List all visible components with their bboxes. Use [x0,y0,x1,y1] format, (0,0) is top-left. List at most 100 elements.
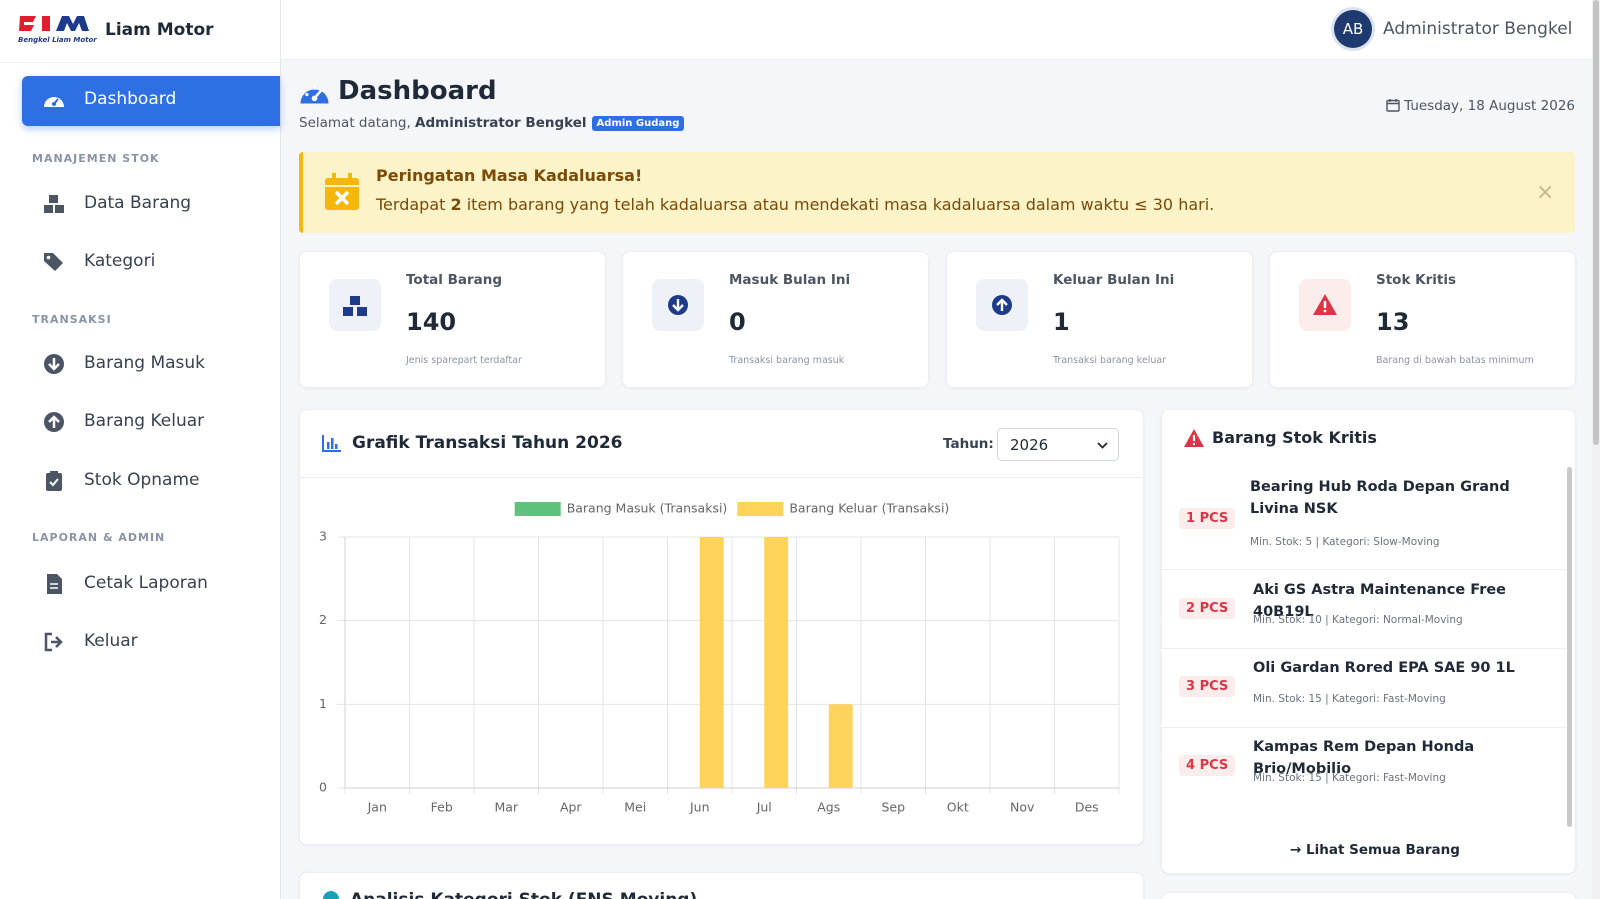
alert-title: Peringatan Masa Kadaluarsa! [376,166,643,185]
stat-glyph [1313,294,1337,315]
x-tick-label: Feb [431,800,453,815]
chart-title: Grafik Transaksi Tahun 2026 [352,433,623,453]
critical-meta: Min. Stok: 15 | Kategori: Fast-Moving [1253,772,1446,784]
pie-icon [323,891,339,899]
stat-icon [976,279,1028,331]
brand: Liam Motor [105,20,214,40]
bottom-card-right [1161,892,1576,899]
nav-icon [44,412,64,432]
critical-meta: Min. Stok: 10 | Kategori: Normal-Moving [1253,614,1463,626]
stat-glyph [343,296,367,316]
nav-item[interactable]: Stok Opname [84,470,200,490]
critical-name: Aki GS Astra Maintenance Free 40B19L [1253,582,1507,620]
view-all-text: Lihat Semua Barang [1306,842,1460,858]
nav-icon [44,195,64,213]
stat-note: Jenis sparepart terdaftar [406,355,522,366]
critical-qty: 4 PCS [1179,755,1236,776]
logo-text: Bengkel Liam Motor [18,36,97,44]
date: Tuesday, 18 August 2026 [1386,98,1575,114]
nav-item[interactable]: Barang Masuk [84,353,206,373]
stat-note: Transaksi barang keluar [1053,355,1167,366]
alert-text-after: item barang yang telah kadaluarsa atau m… [466,195,1215,214]
bar [764,537,789,788]
x-tick-label: Mar [494,800,518,815]
stat-value: 0 [729,308,746,336]
stat-icon [652,279,704,331]
alert-count: 2 [450,195,462,214]
nav-icon [44,632,63,652]
bar [828,704,853,788]
select-caret [1097,442,1108,449]
bar [699,537,724,788]
nav-section: LAPORAN & ADMIN [32,531,166,544]
logo [19,16,89,31]
y-tick-label: 0 [319,780,327,795]
avatar[interactable]: AB [1334,10,1372,48]
x-tick-label: Jun [689,800,710,815]
x-tick-label: Sep [881,800,905,815]
sidebar [0,0,281,899]
x-tick-label: Apr [560,800,582,815]
year-value: 2026 [1010,436,1049,454]
nav-icon [44,97,64,107]
stat-glyph [992,295,1012,315]
x-tick-label: Okt [947,800,969,815]
divider [1162,569,1566,570]
page-title: Dashboard [338,76,497,106]
critical-qty: 3 PCS [1179,676,1236,697]
critical-name: Kampas Rem Depan Honda Brio/Mobilio [1253,739,1475,777]
divider [300,477,1142,478]
critical-name: Bearing Hub Roda Depan Grand Livina NSK [1250,479,1510,517]
nav-item[interactable]: Dashboard [84,89,177,109]
y-tick-label: 3 [319,529,327,544]
warning-icon [1184,429,1204,447]
title-icon [300,86,329,104]
x-tick-label: Des [1075,800,1099,815]
divider [1162,727,1566,728]
alert-text-before: Terdapat [376,195,446,214]
year-label: Tahun: [943,436,994,452]
critical-meta: Min. Stok: 5 | Kategori: Slow-Moving [1250,536,1440,548]
stat-value: 1 [1053,308,1070,336]
alert-close[interactable]: × [1536,180,1555,205]
y-tick-label: 1 [319,696,327,711]
x-tick-label: Mei [624,800,646,815]
calendar-icon [1386,99,1400,112]
stat-note: Transaksi barang masuk [729,355,845,366]
scrollbar[interactable] [1592,0,1600,899]
stat-label: Stok Kritis [1376,272,1456,288]
critical-qty: 1 PCS [1179,508,1236,529]
stat-label: Masuk Bulan Ini [729,272,851,288]
topbar [281,0,1592,60]
arrow: → [1290,842,1307,858]
user-name[interactable]: Administrator Bengkel [1383,19,1573,39]
nav-item[interactable]: Kategori [84,251,156,271]
nav-section: TRANSAKSI [32,313,112,326]
critical-card [1161,409,1576,874]
legend-label: Barang Keluar (Transaksi) [789,501,949,516]
divider [1162,648,1566,649]
stat-value: 140 [406,308,457,336]
x-tick-label: Jul [756,800,772,815]
scrollbar-thumb[interactable] [1593,0,1599,445]
nav-item[interactable]: Keluar [84,631,138,651]
x-tick-label: Nov [1010,800,1035,815]
bottom-card [299,872,1144,899]
year-select[interactable]: 2026 [997,428,1119,461]
nav-item[interactable]: Data Barang [84,193,192,213]
nav-icon [44,354,64,374]
stat-value: 13 [1376,308,1410,336]
critical-title: Barang Stok Kritis [1212,428,1377,447]
critical-meta: Min. Stok: 15 | Kategori: Fast-Moving [1253,693,1446,705]
alert [299,152,1575,233]
alert-icon [325,173,359,210]
nav-item[interactable]: Barang Keluar [84,411,205,431]
list-scrollbar[interactable] [1567,467,1572,827]
view-all-link[interactable]: → Lihat Semua Barang [1290,842,1460,858]
nav-icon [46,471,62,491]
critical-name: Oli Gardan Rored EPA SAE 90 1L [1253,660,1515,676]
stat-icon [329,279,381,331]
nav-active[interactable] [22,76,280,126]
nav-item[interactable]: Cetak Laporan [84,573,208,593]
